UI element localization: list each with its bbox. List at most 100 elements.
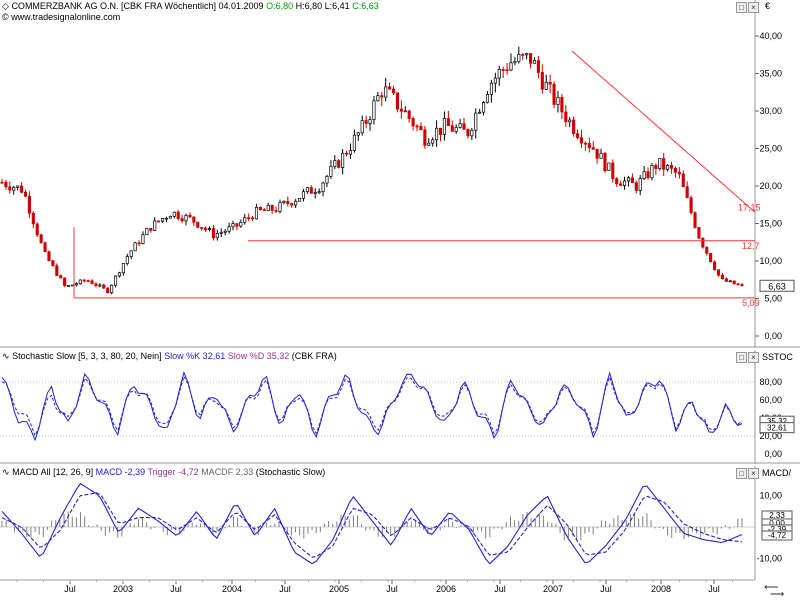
- candle-body: [8, 186, 12, 191]
- candle-body: [247, 217, 251, 220]
- candle-body: [689, 197, 693, 214]
- scroll-left-icon[interactable]: ⟵: [764, 582, 779, 593]
- candle-body: [419, 126, 423, 131]
- time-axis-label: Jul: [64, 584, 76, 594]
- candle-body: [43, 242, 47, 252]
- candle-body: [160, 218, 165, 222]
- candle-body: [466, 129, 470, 137]
- candle-body: [642, 171, 646, 179]
- time-axis-label: Jul: [708, 584, 720, 594]
- candle-body: [454, 127, 458, 132]
- candle-body: [505, 69, 509, 72]
- open-value: O:6,80: [266, 1, 294, 11]
- scroll-right-icon[interactable]: ⟶: [770, 589, 785, 600]
- slow-d-value: Slow %D 35,32: [227, 351, 290, 361]
- candle-body: [137, 242, 141, 245]
- candle-body: [196, 221, 200, 228]
- price-pane[interactable]: 40,00 35,00 30,00 25,00 20,00 15,00 10,00 5,00 0…: [0, 0, 800, 348]
- maximize-stochastic-button[interactable]: □: [736, 352, 747, 363]
- macd-value: MACD -2,39: [95, 467, 146, 477]
- candle-body: [184, 214, 188, 222]
- candle-body: [192, 216, 196, 223]
- stochastic-source: (CBK FRA): [291, 351, 337, 361]
- candle-body: [669, 165, 674, 169]
- candle-body: [31, 212, 35, 225]
- close-pane-button[interactable]: ×: [748, 2, 759, 13]
- candle-body: [478, 111, 482, 114]
- macd-tick-label: -10,00: [756, 553, 782, 563]
- low-value: L:6,41: [324, 1, 350, 11]
- candle-body: [360, 120, 364, 134]
- candle-body: [145, 228, 149, 236]
- maximize-pane-button[interactable]: □: [736, 2, 747, 13]
- candle-body: [595, 148, 599, 159]
- candle-body: [317, 191, 321, 194]
- stochastic-params: Stochastic Slow [5, 3, 3, 80, 20, Nein]: [12, 351, 162, 361]
- candle-body: [497, 69, 501, 79]
- candle-body: [458, 123, 462, 128]
- high-value: H:6,80: [295, 1, 323, 11]
- candle-body: [106, 287, 110, 294]
- candle-body: [337, 160, 341, 168]
- trigger-badge: [761, 530, 793, 541]
- macd-chart[interactable]: 10,000,00-10,002,330,00-2,39-4,72: [0, 466, 800, 580]
- close-macd-button[interactable]: ×: [748, 468, 759, 479]
- candle-body: [630, 177, 634, 183]
- copyright-icon: ©: [2, 12, 9, 22]
- price-tick-label: 30,00: [759, 106, 782, 116]
- price-tick-label: 25,00: [759, 144, 782, 154]
- candle-body: [697, 227, 701, 239]
- candle-body: [290, 203, 294, 206]
- candle-body: [63, 277, 67, 286]
- source-label: www.tradesignalonline.com: [11, 12, 121, 22]
- trendline-label: 17,15: [738, 202, 761, 212]
- candle-body: [376, 95, 380, 102]
- candle-body: [356, 132, 360, 136]
- candle-body: [540, 72, 544, 90]
- candle-body: [329, 165, 333, 177]
- candle-body: [548, 81, 552, 85]
- candle-body: [258, 206, 262, 211]
- candle-body: [254, 206, 259, 220]
- candle-body: [732, 280, 736, 285]
- maximize-macd-button[interactable]: □: [736, 468, 747, 479]
- candle-body: [345, 152, 349, 155]
- candle-body: [380, 95, 384, 98]
- candle-body: [626, 177, 631, 182]
- candle-body: [438, 127, 443, 135]
- macd-pane[interactable]: 10,000,00-10,002,330,00-2,39-4,72 ∿ MACD…: [0, 466, 800, 580]
- candle-body: [372, 100, 376, 121]
- candle-body: [493, 77, 497, 84]
- close-stochastic-button[interactable]: ×: [748, 352, 759, 363]
- support-label: 5,09: [742, 298, 760, 308]
- candle-body: [650, 165, 654, 179]
- candle-body: [133, 242, 137, 252]
- candle-body: [391, 88, 396, 94]
- candle-body: [266, 205, 270, 211]
- candle-body: [23, 191, 28, 197]
- candle-body: [223, 230, 227, 233]
- candle-body: [587, 142, 591, 148]
- candle-body: [180, 218, 184, 222]
- candle-body: [619, 183, 623, 186]
- candle-body: [544, 81, 548, 90]
- candle-body: [724, 278, 728, 282]
- candle-body: [219, 231, 223, 234]
- macd-pane-title: ∿ MACD All [12, 26, 9] MACD -2,39 Trigge…: [2, 467, 325, 478]
- candle-body: [231, 223, 235, 228]
- candle-body: [403, 110, 407, 113]
- candle-body: [395, 92, 399, 110]
- candle-body: [431, 139, 435, 144]
- candle-body: [556, 97, 560, 105]
- stochastic-pane-title: ∿ Stochastic Slow [5, 3, 3, 80, 20, Nein…: [2, 351, 337, 362]
- candle-body: [59, 275, 63, 279]
- candle-body: [536, 60, 540, 73]
- candle-body: [407, 110, 411, 119]
- candle-body: [513, 61, 517, 64]
- candle-body: [720, 274, 724, 280]
- price-tick-label: 5,00: [764, 294, 782, 304]
- candle-body: [12, 187, 16, 191]
- price-chart[interactable]: 40,00 35,00 30,00 25,00 20,00 15,00 10,00 5,00 0…: [0, 0, 800, 348]
